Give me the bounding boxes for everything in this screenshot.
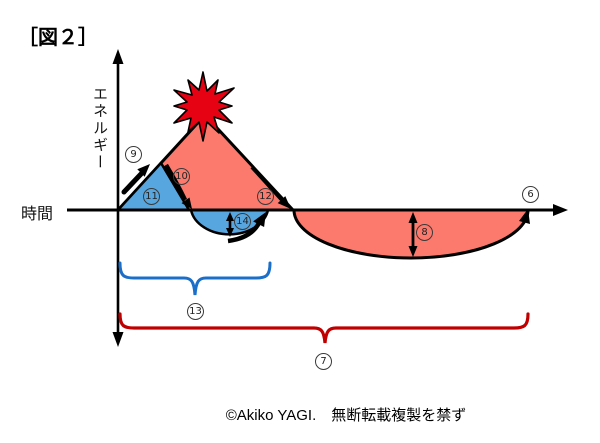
basin-depth-down-arrowhead (408, 246, 418, 257)
rise-arrowhead (137, 164, 150, 177)
red-range-brace (118, 312, 530, 344)
recovery-basin (292, 208, 530, 260)
explosion-burst-icon (173, 71, 235, 142)
marker-11: 11 (143, 188, 160, 205)
basin-depth-up-arrowhead (408, 212, 418, 223)
y-axis-label: エネルギー (91, 86, 108, 171)
marker-8: 8 (416, 224, 433, 241)
x-axis-right-arrowhead (553, 204, 568, 216)
basin-end-arrowhead (519, 209, 530, 224)
marker-13: 13 (187, 303, 204, 320)
blue-range-brace (118, 261, 272, 296)
marker-14: 14 (234, 213, 251, 230)
y-axis-down-arrowhead (112, 332, 124, 347)
x-axis-label: 時間 (21, 206, 54, 223)
marker-6: 6 (522, 186, 539, 203)
drop-arrowhead (181, 197, 192, 209)
slope-descent-arrow (250, 165, 285, 203)
rebound-arrow (227, 221, 261, 244)
marker-9: 9 (125, 146, 142, 163)
copyright-notice: ©Akiko YAGI. 無断転載複製を禁ず (225, 407, 467, 424)
marker-12: 12 (257, 188, 274, 205)
dip-depth-up-arrowhead (226, 212, 234, 221)
y-axis-up-arrowhead (112, 49, 124, 64)
slope-descent-arrowhead (277, 196, 291, 209)
dip-depth-down-arrowhead (226, 228, 234, 237)
figure-title: ［図２］ (18, 27, 98, 49)
marker-7: 7 (315, 353, 332, 370)
marker-10: 10 (173, 168, 190, 185)
rise-arrow (121, 171, 144, 195)
rebound-arrowhead (253, 212, 266, 227)
